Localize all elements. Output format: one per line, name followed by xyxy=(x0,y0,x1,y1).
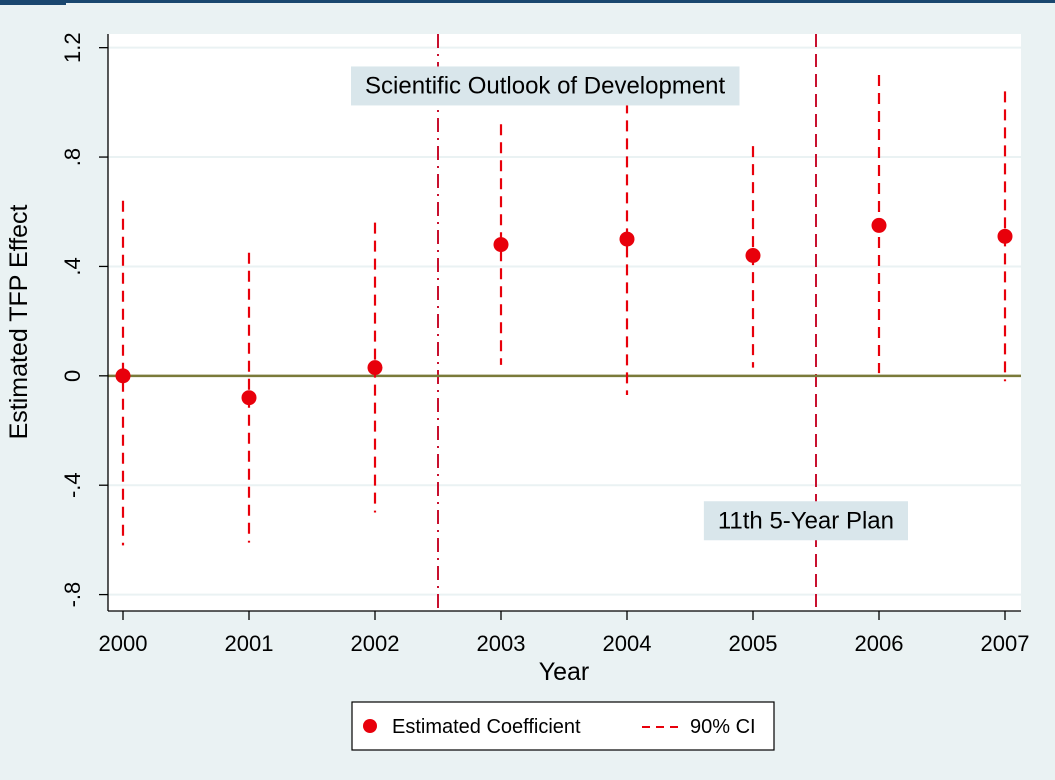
annotation-1: 11th 5-Year Plan xyxy=(703,501,908,541)
x-tick-label-3: 2003 xyxy=(477,631,526,656)
annotation-0: Scientific Outlook of Development xyxy=(351,66,740,106)
y-axis-title: Estimated TFP Effect xyxy=(5,205,33,440)
x-tick-label-0: 2000 xyxy=(99,631,148,656)
point-2004 xyxy=(619,231,635,247)
axes: -.8 -.4 0 .4 .8 1.2 2000 2001 2002 2003 2004 2005 20… xyxy=(60,32,1029,656)
window-tab-marker xyxy=(0,0,66,5)
point-2002 xyxy=(367,360,383,376)
y-tick-label-1: -.4 xyxy=(60,472,85,498)
window-top-border xyxy=(0,0,1055,3)
y-tick-label-3: .4 xyxy=(60,257,85,275)
annotation-box-1 xyxy=(703,501,908,541)
point-2000 xyxy=(115,368,131,384)
point-2005 xyxy=(745,248,761,264)
x-tick-label-1: 2001 xyxy=(225,631,274,656)
coefficient-series xyxy=(115,217,1013,406)
y-tick-label-0: -.8 xyxy=(60,582,85,608)
legend-box xyxy=(351,701,775,751)
x-tick-label-5: 2005 xyxy=(729,631,778,656)
x-axis-title: Year xyxy=(539,658,590,686)
point-2001 xyxy=(241,390,257,406)
y-tick-label-4: .8 xyxy=(60,148,85,166)
point-2006 xyxy=(871,217,887,233)
legend-label-coefficient: Estimated Coefficient xyxy=(392,716,581,738)
y-tick-label-2: 0 xyxy=(60,370,85,382)
legend-marker-coefficient xyxy=(363,719,377,733)
annotation-box-0 xyxy=(351,66,740,106)
y-tick-label-5: 1.2 xyxy=(60,32,85,63)
annotations: Scientific Outlook of Development 11th 5-… xyxy=(351,66,908,541)
annotation-text-0: Scientific Outlook of Development xyxy=(365,72,726,99)
x-tick-label-2: 2002 xyxy=(351,631,400,656)
x-tick-label-6: 2006 xyxy=(855,631,904,656)
point-2003 xyxy=(493,237,509,253)
x-tick-label-4: 2004 xyxy=(603,631,652,656)
x-tick-label-7: 2007 xyxy=(981,631,1030,656)
annotation-text-1: 11th 5-Year Plan xyxy=(718,507,894,534)
legend: Estimated Coefficient 90% CI xyxy=(351,701,775,751)
point-2007 xyxy=(997,228,1013,244)
legend-label-ci: 90% CI xyxy=(690,716,756,738)
